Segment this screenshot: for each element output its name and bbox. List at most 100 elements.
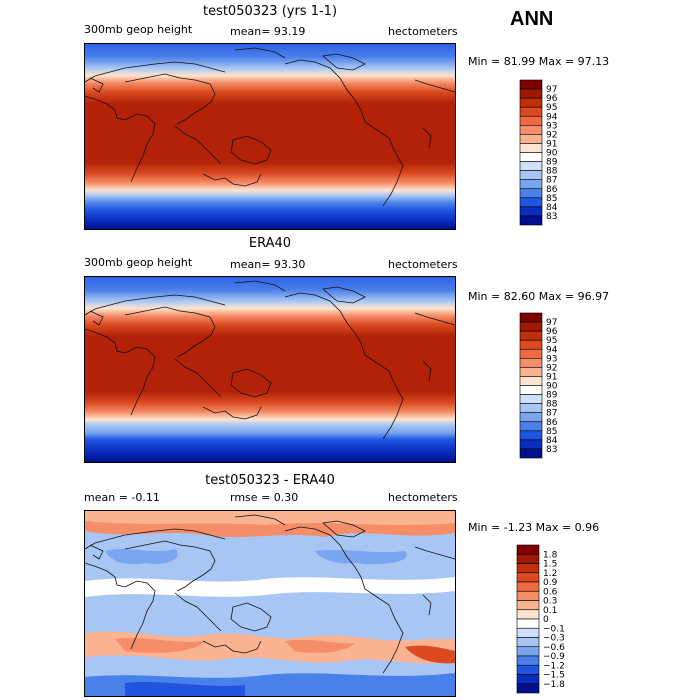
diff-mean-label: mean = -0.11: [84, 491, 160, 504]
colorbar-swatches-diff: 1.81.51.20.90.60.30.10−0.1−0.3−0.6−0.9−1…: [516, 544, 565, 694]
colorbar-tick-label: −0.1: [543, 624, 565, 634]
colorbar-swatch: [519, 430, 543, 441]
colorbar-tick-label: −1.2: [543, 661, 565, 671]
colorbar-diff: 1.8 1.5 1.2 0.9 0.6 0.3 0.1 0 −0.1 −0.3 −0.6 −0.9 −1…: [516, 544, 577, 694]
colorbar-tick-label: 86: [546, 418, 558, 428]
colorbar-swatch: [519, 421, 543, 432]
season-label: ANN: [510, 8, 554, 30]
colorbar-swatch: [516, 590, 540, 601]
colorbar-tick-label: 88: [546, 167, 558, 177]
minmax-label: Min = 81.99 Max = 97.13: [468, 55, 610, 68]
colorbar-swatch: [516, 553, 540, 564]
colorbar-swatch: [516, 637, 540, 648]
colorbar-swatch: [519, 439, 543, 450]
colorbar-swatch: [519, 215, 543, 226]
colorbar-tick-label: −1.5: [543, 671, 565, 681]
colorbar-swatch: [519, 385, 543, 395]
map-field-diff: [85, 511, 455, 696]
colorbar-tick-label: 92: [546, 363, 557, 373]
colorbar-swatch: [516, 572, 540, 583]
colorbar-swatch: [519, 79, 543, 90]
minmax-label: Min = 82.60 Max = 96.97: [468, 290, 610, 303]
colorbar-swatch: [519, 170, 543, 180]
colorbar-tick-label: 97: [546, 85, 557, 95]
colorbar-tick-label: 0: [543, 615, 549, 625]
colorbar-tick-label: 93: [546, 354, 557, 364]
colorbar-swatch: [519, 339, 543, 350]
panel-title: test050323 (yrs 1-1): [202, 4, 338, 19]
colorbar-tick-label: 1.5: [543, 560, 557, 570]
colorbar-swatch: [519, 403, 543, 413]
colorbar-tick-label: 0.9: [543, 578, 558, 588]
colorbar-swatch: [516, 683, 540, 694]
colorbar-swatch: [516, 600, 540, 611]
colorbar-tick-label: 93: [546, 121, 557, 131]
colorbar-tick-label: 0.1: [543, 606, 557, 616]
colorbar-swatch: [516, 646, 540, 657]
units-label: hectometers: [388, 25, 458, 38]
colorbar-swatch: [516, 609, 540, 620]
mean-label: mean= 93.30: [230, 258, 306, 271]
colorbar-swatch: [516, 655, 540, 666]
colorbar-tick-label: 90: [546, 149, 558, 159]
colorbar-swatch: [519, 358, 543, 368]
minmax-label: Min = -1.23 Max = 0.96: [468, 521, 600, 534]
colorbar-swatch: [516, 627, 540, 638]
colorbar-tick-label: 0.6: [543, 587, 558, 597]
colorbar-model: 97 96 95 94 93 92 91 90 89 88 87 86 85 84 83: [519, 79, 580, 226]
units-label: hectometers: [388, 491, 458, 504]
field-label: 300mb geop height: [84, 256, 193, 269]
colorbar-tick-label: 85: [546, 194, 557, 204]
colorbar-swatch: [519, 106, 543, 117]
colorbar-swatch: [516, 664, 540, 675]
colorbar-tick-label: 92: [546, 130, 557, 140]
colorbar-tick-label: 94: [546, 345, 558, 355]
colorbar-swatch: [516, 674, 540, 685]
colorbar-tick-label: 1.8: [543, 550, 558, 560]
colorbar-swatch: [519, 376, 543, 386]
colorbar-tick-label: 89: [546, 391, 558, 401]
colorbar-tick-label: −1.8: [543, 680, 565, 690]
colorbar-swatch: [519, 152, 543, 162]
rmse-label: rmse = 0.30: [230, 491, 299, 504]
colorbar-swatch: [519, 179, 543, 190]
map-field-obs: [85, 277, 455, 462]
colorbar-tick-label: 95: [546, 336, 557, 346]
colorbar-swatch: [519, 125, 543, 135]
colorbar-tick-label: −0.9: [543, 652, 565, 662]
colorbar-tick-label: 91: [546, 139, 557, 149]
colorbar-swatch: [519, 97, 543, 108]
map-diff: [84, 510, 456, 697]
colorbar-swatch: [516, 563, 540, 574]
colorbar-tick-label: −0.3: [543, 634, 565, 644]
colorbar-swatch: [519, 206, 543, 217]
panel-title: ERA40: [248, 236, 292, 251]
colorbar-tick-label: 85: [546, 427, 557, 437]
colorbar-swatch: [519, 312, 543, 323]
colorbar-swatch: [516, 618, 540, 629]
colorbar-tick-label: −0.6: [543, 643, 565, 653]
colorbar-swatch: [519, 134, 543, 144]
colorbar-tick-label: 89: [546, 158, 558, 168]
colorbar-tick-label: 87: [546, 409, 557, 419]
colorbar-tick-label: 86: [546, 185, 558, 195]
colorbar-swatch: [519, 197, 543, 208]
colorbar-tick-label: 83: [546, 445, 557, 455]
panel-title: test050323 - ERA40: [205, 473, 335, 488]
colorbar-tick-label: 83: [546, 212, 557, 222]
colorbar-tick-label: 94: [546, 112, 558, 122]
colorbar-tick-label: 90: [546, 382, 558, 392]
colorbar-tick-label: 84: [546, 203, 558, 213]
colorbar-obs: 97 96 95 94 93 92 91 90 89 88 87 86 85 84 83: [519, 312, 580, 459]
colorbar-tick-label: 1.2: [543, 569, 557, 579]
colorbar-swatch: [519, 321, 543, 332]
colorbar-tick-label: 97: [546, 318, 557, 328]
colorbar-swatch: [516, 581, 540, 592]
colorbar-swatch: [519, 88, 543, 99]
colorbar-tick-label: 96: [546, 94, 558, 104]
map-obs: [84, 276, 456, 463]
map-model: [84, 43, 456, 230]
colorbar-swatch: [519, 188, 543, 199]
